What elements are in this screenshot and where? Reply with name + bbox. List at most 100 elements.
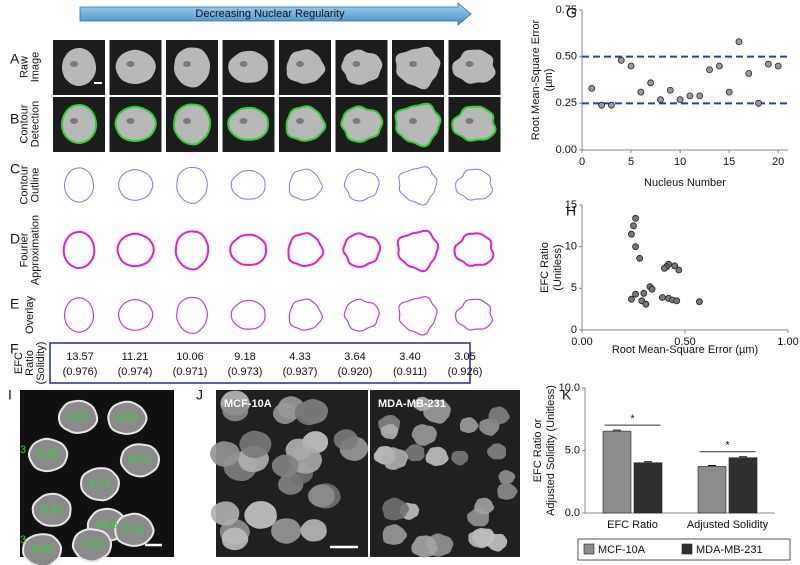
bar: [602, 430, 632, 514]
nucleus-efc-label: 8.83: [116, 412, 137, 424]
nucleus: [172, 103, 211, 146]
nucleolus: [70, 118, 78, 124]
y-tick-label: 0: [571, 324, 577, 336]
data-point: [671, 262, 679, 270]
data-point: [627, 62, 635, 70]
nucleus-efc-label: 3: [20, 444, 26, 456]
overlay-contour: [288, 298, 323, 331]
x-tick-label: 0: [579, 156, 585, 168]
nucleus: [222, 399, 249, 422]
data-point: [637, 88, 645, 96]
nucleus: [340, 105, 384, 143]
data-point: [774, 62, 782, 70]
y-tick-label: 0.25: [556, 97, 577, 109]
panel-letter: G: [566, 5, 577, 21]
nucleus-efc-label: 8.33: [123, 524, 144, 536]
efc-ratio: 3.40: [399, 351, 420, 363]
fourier-approximation: [229, 233, 267, 266]
nucleus-efc-label: 7.33: [81, 539, 102, 551]
nucleus: [31, 492, 72, 527]
fourier-approximation: [174, 230, 210, 271]
efc-ratio: 10.06: [176, 351, 204, 363]
data-point: [673, 297, 681, 305]
nucleolus: [296, 61, 304, 67]
solidity: (0.920): [338, 366, 373, 378]
legend-label: MDA-MB-231: [696, 544, 763, 556]
nucleus: [381, 447, 408, 470]
row-label: Outline: [29, 168, 41, 203]
panel-letter: E: [10, 296, 19, 312]
nucleolus: [70, 61, 78, 67]
x-tick-label: 0.50: [674, 336, 695, 348]
nucleus: [300, 519, 327, 542]
data-point: [725, 88, 733, 96]
legend-swatch: [583, 543, 595, 555]
nucleus: [271, 518, 301, 544]
panel-letter: H: [566, 203, 576, 219]
x-tick-label: Adjusted Solidity: [687, 519, 769, 531]
nucleus: [80, 467, 120, 502]
y-axis-label: Adjusted Solidity (Unitless): [545, 385, 557, 516]
y-axis-label: EFC Ratio: [539, 242, 551, 293]
data-point: [642, 300, 650, 308]
data-point: [598, 101, 606, 109]
x-tick-label: 10: [674, 156, 686, 168]
contour-outline: [63, 167, 94, 203]
data-point: [658, 294, 666, 301]
data-point: [706, 66, 713, 74]
nucleus: [227, 106, 269, 141]
nucleus: [174, 47, 210, 88]
contour-outline: [398, 166, 438, 206]
nucleus: [71, 528, 112, 563]
contour-outline: [176, 167, 208, 204]
y-axis-label: (Unitless): [552, 244, 564, 290]
nucleus: [58, 399, 99, 434]
fourier-approximation: [342, 232, 382, 268]
row-label: Contour: [18, 104, 30, 143]
y-tick-label: 10.0: [559, 382, 580, 394]
nucleus-efc-label: 13.6: [96, 519, 117, 531]
nucleolus: [239, 118, 248, 124]
panel-letter: I: [8, 387, 12, 403]
nucleus: [382, 524, 407, 545]
row-label: (Solidity): [35, 342, 47, 385]
nucleus: [107, 400, 148, 435]
y-axis-label: EFC Ratio or: [532, 418, 544, 482]
data-point: [686, 92, 694, 100]
solidity: (0.973): [228, 366, 263, 378]
data-point: [696, 92, 704, 100]
data-point: [676, 96, 684, 103]
y-tick-label: 5.0: [565, 444, 580, 456]
nucleolus: [352, 61, 361, 67]
nucleus-efc-label: 4.71: [89, 478, 110, 490]
nucleus: [271, 454, 299, 478]
arrow-label: Decreasing Nuclear Regularity: [195, 8, 345, 20]
fourier-approximation: [116, 232, 155, 268]
data-point: [715, 62, 723, 70]
nucleolus: [465, 61, 474, 67]
contour-outline: [288, 168, 323, 201]
y-tick-label: 15: [565, 199, 577, 211]
regularity-arrow: [79, 2, 472, 26]
nucleus: [114, 512, 155, 547]
x-axis-label: Nucleus Number: [644, 177, 726, 189]
efc-ratio: 11.21: [122, 351, 149, 363]
nucleus: [395, 46, 441, 90]
significance-star: *: [725, 440, 730, 452]
data-point: [755, 99, 762, 107]
efc-ratio: 9.18: [234, 351, 255, 363]
cell-line-label: MCF-10A: [224, 398, 272, 410]
data-point: [735, 38, 743, 46]
panel-letter: K: [562, 387, 572, 403]
bar: [728, 457, 758, 514]
contour-outline: [455, 168, 493, 201]
data-point: [608, 101, 615, 109]
nucleus: [488, 406, 510, 425]
nucleus: [487, 443, 506, 460]
y-tick-label: 0.50: [556, 51, 577, 63]
nucleus: [61, 104, 97, 145]
x-tick-label: 1.00: [777, 336, 798, 348]
data-point: [764, 60, 772, 68]
contour-outline: [230, 170, 266, 200]
bar: [633, 462, 663, 514]
